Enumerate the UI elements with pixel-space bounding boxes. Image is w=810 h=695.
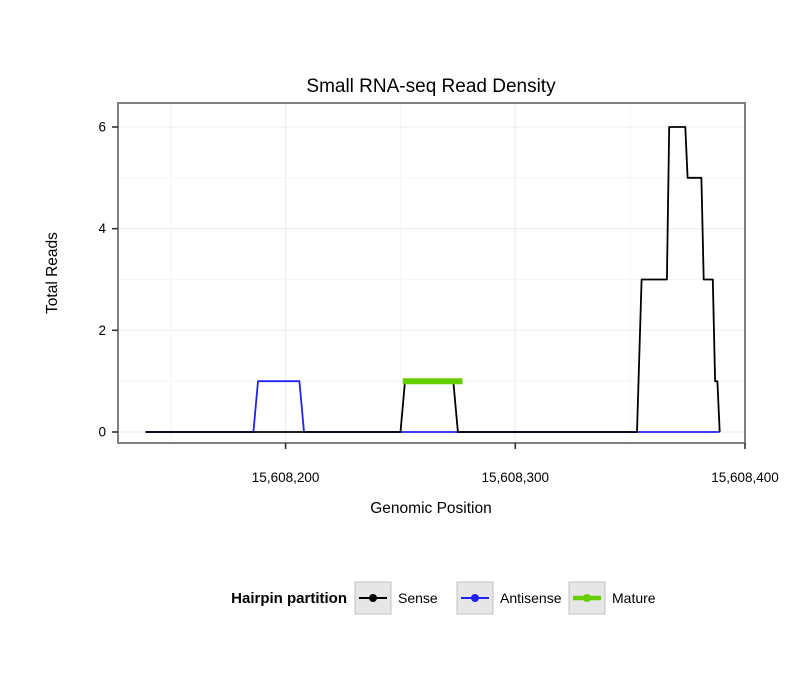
legend-key-point-antisense xyxy=(471,594,479,602)
plot-panel-border xyxy=(117,102,746,444)
chart-title: Small RNA-seq Read Density xyxy=(306,76,556,97)
legend-label-mature: Mature xyxy=(612,590,656,606)
legend-layer: Sense Antisense Mature xyxy=(354,581,656,615)
legend-label-antisense: Antisense xyxy=(500,590,562,606)
x-tick-label: 15,608,400 xyxy=(711,470,779,485)
y-tick-label: 2 xyxy=(98,323,106,338)
y-axis-label: Total Reads xyxy=(44,232,61,314)
legend-key-point-sense xyxy=(369,594,377,602)
legend-label-sense: Sense xyxy=(398,590,438,606)
y-tick-label: 0 xyxy=(98,425,106,440)
legend-title: Hairpin partition xyxy=(231,590,347,607)
y-tick-label: 6 xyxy=(98,120,106,135)
series-layer xyxy=(145,126,721,433)
axis-tick-layer: 15,608,200 15,608,300 15,608,400 0 2 4 6 xyxy=(98,120,778,486)
x-tick-label: 15,608,200 xyxy=(252,470,320,485)
y-tick-label: 4 xyxy=(98,221,106,236)
x-tick-label: 15,608,300 xyxy=(482,470,550,485)
legend-key-point-mature xyxy=(583,594,591,602)
plot-panel-background xyxy=(118,103,745,443)
x-axis-label: Genomic Position xyxy=(370,500,491,517)
